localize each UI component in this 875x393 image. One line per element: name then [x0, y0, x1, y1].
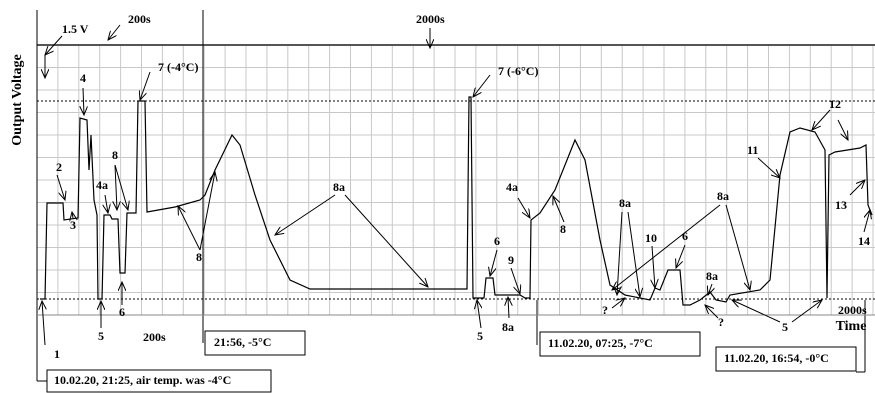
box	[539, 331, 701, 357]
annotation: 13	[835, 198, 847, 212]
time-boxes: 21:56, -5°C 10.02.20, 21:25, air temp. w…	[37, 330, 865, 393]
annotation: 8a	[619, 196, 631, 210]
annotation: 5	[477, 329, 483, 343]
annotation: 3	[70, 218, 76, 232]
annotation: 200s	[143, 330, 166, 344]
annotation: 1	[54, 347, 60, 361]
box-text: 11.02.20, 16:54, -0°C	[724, 351, 829, 365]
y-axis-label: Output Voltage	[10, 54, 25, 145]
annotation: 14	[858, 234, 870, 248]
annotation: 1.5 V	[62, 22, 89, 36]
annotation: 6	[494, 234, 500, 248]
annotation: 8	[560, 222, 566, 236]
annotation: ?	[718, 315, 724, 329]
box	[715, 346, 857, 372]
annotation: 2	[56, 160, 62, 174]
annotation: 7 (-6°C)	[498, 64, 538, 78]
annotation: 4a	[96, 178, 108, 192]
annotation: 5	[98, 329, 104, 343]
annotation: 200s	[128, 12, 151, 26]
annotation: 6	[682, 229, 688, 243]
box-text: 21:56, -5°C	[214, 335, 271, 349]
annotation: 12	[829, 97, 841, 111]
annotation: 8a	[333, 180, 345, 194]
annotation: ?	[602, 303, 608, 317]
annotation: 8	[112, 148, 118, 162]
arrows	[42, 24, 870, 346]
annotation: 2000s	[838, 303, 867, 317]
voltage-trace	[40, 96, 873, 306]
annotation: 10	[645, 231, 657, 245]
annotation: 9	[508, 253, 514, 267]
annotation: 6	[119, 305, 125, 319]
box-text: 11.02.20, 07:25, -7°C	[548, 336, 653, 350]
annotation: 8	[196, 250, 202, 264]
annotation: 5	[782, 320, 788, 334]
annotation: 7 (-4°C)	[158, 60, 198, 74]
box-text: 10.02.20, 21:25, air temp. was -4°C	[54, 373, 231, 387]
annotation: 11	[747, 143, 758, 157]
annotation: 8a	[706, 269, 718, 283]
annotation: 4	[80, 71, 86, 85]
annotation: 8a	[502, 320, 514, 334]
annotations: 1.5 V 200s 2000s 4 7 (-4°C) 7 (-6°C) 2 8…	[54, 12, 870, 361]
box	[204, 330, 306, 356]
annotation: 2000s	[416, 12, 445, 26]
annotation: 4a	[506, 180, 518, 194]
annotation: 8a	[717, 189, 729, 203]
grid	[36, 44, 875, 316]
x-axis-label: Time	[836, 319, 867, 334]
